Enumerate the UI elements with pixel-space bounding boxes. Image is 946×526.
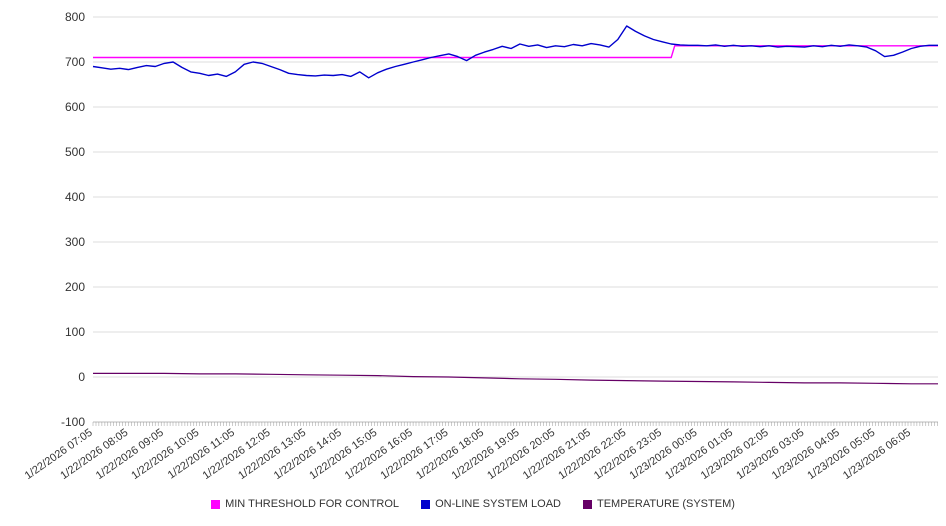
svg-text:300: 300: [65, 235, 85, 249]
svg-text:800: 800: [65, 10, 85, 24]
legend-item-temperature-system: TEMPERATURE (SYSTEM): [582, 498, 735, 510]
legend-swatch: [211, 499, 221, 509]
legend-swatch: [421, 499, 431, 509]
svg-text:200: 200: [65, 280, 85, 294]
legend-label: MIN THRESHOLD FOR CONTROL: [225, 498, 400, 510]
legend-label: TEMPERATURE (SYSTEM): [596, 498, 735, 510]
legend-label: ON-LINE SYSTEM LOAD: [435, 498, 561, 510]
legend-item-online-system-load: ON-LINE SYSTEM LOAD: [421, 498, 561, 510]
svg-text:100: 100: [65, 325, 85, 339]
svg-text:500: 500: [65, 145, 85, 159]
svg-text:600: 600: [65, 100, 85, 114]
svg-text:700: 700: [65, 55, 85, 69]
legend-swatch: [582, 499, 592, 509]
svg-text:0: 0: [78, 370, 85, 384]
legend-item-min-threshold: MIN THRESHOLD FOR CONTROL: [211, 498, 399, 510]
chart-legend: MIN THRESHOLD FOR CONTROL ON-LINE SYSTEM…: [0, 498, 946, 510]
svg-text:-100: -100: [61, 415, 85, 429]
svg-text:400: 400: [65, 190, 85, 204]
